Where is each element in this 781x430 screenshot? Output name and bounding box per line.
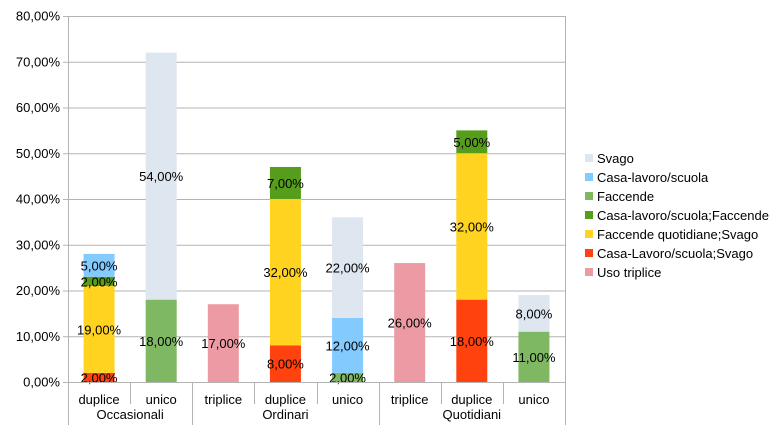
bar-segment xyxy=(394,263,426,382)
legend-swatch xyxy=(585,192,593,200)
legend-label: Svago xyxy=(597,151,634,166)
bar-segment xyxy=(332,217,364,318)
bar-segment xyxy=(83,253,115,277)
bar-segment xyxy=(83,276,115,286)
y-tick-label: 0,00% xyxy=(23,375,60,390)
legend-swatch xyxy=(585,249,593,257)
data-label: 18,00% xyxy=(139,334,184,349)
bar-segment xyxy=(456,299,488,382)
data-label: 7,00% xyxy=(267,176,304,191)
bar-segment xyxy=(145,52,177,300)
x-group-label: Ordinari xyxy=(262,407,308,422)
data-label: 2,00% xyxy=(329,370,366,385)
bar-segment xyxy=(456,130,488,154)
legend-swatch xyxy=(585,211,593,219)
y-tick-label: 10,00% xyxy=(16,329,61,344)
data-label: 19,00% xyxy=(77,322,122,337)
bar-segment xyxy=(207,304,239,382)
data-label: 26,00% xyxy=(388,316,433,331)
legend-swatch xyxy=(585,154,593,162)
bar-segment xyxy=(269,345,301,382)
data-label: 17,00% xyxy=(201,336,246,351)
bar-segment xyxy=(332,372,364,382)
data-label: 12,00% xyxy=(326,338,371,353)
bar-segment xyxy=(269,166,301,199)
data-label: 5,00% xyxy=(81,258,118,273)
legend-swatch xyxy=(585,268,593,276)
legend-label: Faccende quotidiane;Svago xyxy=(597,227,758,242)
data-label: 11,00% xyxy=(512,350,556,365)
data-label: 54,00% xyxy=(139,169,184,184)
legend-label: Faccende xyxy=(597,189,654,204)
bar-segment xyxy=(83,285,115,373)
legend-swatch xyxy=(585,230,593,238)
bar-segment xyxy=(269,199,301,346)
data-label: 22,00% xyxy=(326,261,371,276)
bar-segment xyxy=(456,153,488,300)
x-category-label: unico xyxy=(332,392,363,407)
legend-label: Casa-lavoro/scuola;Faccende xyxy=(597,208,769,223)
bar-segment xyxy=(83,372,115,382)
data-label: 2,00% xyxy=(81,274,118,289)
legend-swatch xyxy=(585,173,593,181)
data-label: 32,00% xyxy=(263,265,308,280)
data-label: 8,00% xyxy=(516,306,553,321)
x-group-label: Quotidiani xyxy=(443,407,502,422)
y-tick-label: 80,00% xyxy=(16,9,61,24)
x-category-label: unico xyxy=(518,392,549,407)
y-tick-label: 30,00% xyxy=(16,237,61,252)
x-category-label: unico xyxy=(146,392,177,407)
y-tick-label: 50,00% xyxy=(16,146,61,161)
data-label: 2,00% xyxy=(81,370,118,385)
x-category-label: triplice xyxy=(205,392,243,407)
y-tick-label: 20,00% xyxy=(16,283,61,298)
x-category-label: duplice xyxy=(78,392,119,407)
y-tick-label: 40,00% xyxy=(16,192,61,207)
bar-segment xyxy=(332,317,364,373)
legend-label: Casa-lavoro/scuola xyxy=(597,170,709,185)
bar-segment xyxy=(145,299,177,382)
bar-segment xyxy=(518,295,550,332)
data-label: 32,00% xyxy=(450,219,495,234)
bar-segment xyxy=(518,331,550,382)
data-label: 18,00% xyxy=(450,334,495,349)
legend-label: Uso triplice xyxy=(597,265,661,280)
data-label: 5,00% xyxy=(453,135,490,150)
y-tick-label: 60,00% xyxy=(16,100,61,115)
x-category-label: duplice xyxy=(265,392,306,407)
y-tick-label: 70,00% xyxy=(16,54,61,69)
x-category-label: duplice xyxy=(451,392,492,407)
data-label: 8,00% xyxy=(267,357,304,372)
x-category-label: triplice xyxy=(391,392,429,407)
x-group-label: Occasionali xyxy=(97,407,164,422)
legend-label: Casa-Lavoro/scuola;Svago xyxy=(597,246,753,261)
